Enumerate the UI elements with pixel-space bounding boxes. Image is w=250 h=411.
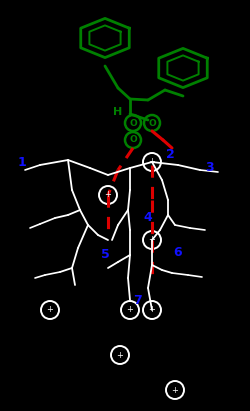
Text: 3: 3: [206, 162, 214, 175]
Text: +: +: [104, 191, 112, 199]
Text: O: O: [129, 136, 137, 145]
Text: 5: 5: [100, 249, 110, 261]
Text: 1: 1: [18, 157, 26, 169]
Text: O: O: [148, 118, 156, 127]
Text: +: +: [46, 305, 54, 314]
Text: O: O: [129, 118, 137, 127]
Text: 2: 2: [166, 148, 174, 162]
Text: 4: 4: [144, 212, 152, 224]
Text: H: H: [114, 107, 122, 117]
Text: +: +: [148, 305, 156, 314]
Text: +: +: [148, 236, 156, 245]
Text: +: +: [172, 386, 178, 395]
Text: +: +: [126, 305, 134, 314]
Text: +: +: [116, 351, 123, 360]
Text: 6: 6: [174, 247, 182, 259]
Text: 7: 7: [134, 293, 142, 307]
Text: +: +: [148, 157, 156, 166]
